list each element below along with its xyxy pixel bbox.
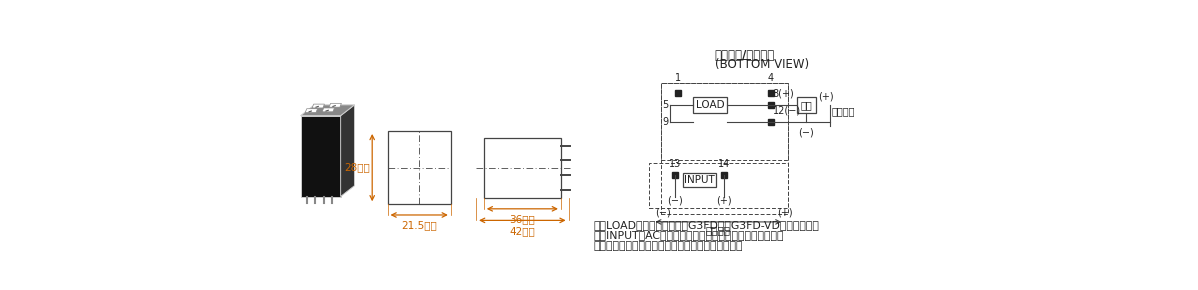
- Polygon shape: [340, 105, 355, 197]
- Bar: [661, 83, 788, 214]
- Polygon shape: [305, 109, 317, 113]
- Text: 13: 13: [668, 159, 680, 169]
- Text: 入力電圧: 入力電圧: [706, 225, 731, 235]
- Polygon shape: [322, 108, 334, 112]
- Bar: [683, 173, 716, 187]
- Text: 21.5以下: 21.5以下: [401, 220, 437, 230]
- Text: INPUT: INPUT: [684, 175, 715, 185]
- Text: (−): (−): [667, 195, 683, 205]
- Text: 負荷: 負荷: [800, 100, 812, 110]
- Bar: [484, 138, 561, 198]
- Bar: [694, 97, 727, 113]
- Text: 4: 4: [768, 73, 774, 83]
- Text: 1: 1: [674, 73, 680, 83]
- Text: (+): (+): [716, 195, 732, 205]
- Text: (−): (−): [799, 128, 815, 138]
- Bar: [797, 97, 816, 113]
- Text: (BOTTOM VIEW): (BOTTOM VIEW): [715, 58, 809, 71]
- Bar: [388, 131, 450, 204]
- Bar: [661, 83, 788, 160]
- Text: 12(−): 12(−): [773, 106, 800, 116]
- Text: (+): (+): [818, 91, 834, 101]
- Text: 注．LOAD側の（　）内は形G3FD、形G3FD-VDタイプです。: 注．LOAD側の（ ）内は形G3FD、形G3FD-VDタイプです。: [594, 220, 819, 230]
- Text: 8(+): 8(+): [773, 89, 794, 99]
- Text: INPUTがAC入力の場合、入力側に極性はありません。: INPUTがAC入力の場合、入力側に極性はありません。: [594, 230, 785, 240]
- Text: 36以下: 36以下: [509, 214, 536, 224]
- Text: LOAD: LOAD: [696, 100, 725, 110]
- Bar: [648, 163, 788, 208]
- Text: 42以下: 42以下: [509, 226, 536, 236]
- Text: 9: 9: [662, 117, 668, 127]
- Text: 5: 5: [662, 100, 668, 110]
- Text: 28以下: 28以下: [344, 163, 370, 173]
- Polygon shape: [301, 105, 355, 116]
- Text: (+): (+): [778, 208, 793, 218]
- Text: 14: 14: [718, 159, 731, 169]
- Polygon shape: [329, 103, 341, 107]
- Text: 負荷は＋側、－側のどちらにも接続可能です。: 負荷は＋側、－側のどちらにも接続可能です。: [594, 241, 744, 251]
- Text: (−): (−): [655, 208, 671, 218]
- Polygon shape: [313, 104, 325, 108]
- Bar: [301, 116, 340, 197]
- Text: 端子配置/内部接続: 端子配置/内部接続: [715, 49, 775, 62]
- Text: 負荷電源: 負荷電源: [831, 106, 855, 116]
